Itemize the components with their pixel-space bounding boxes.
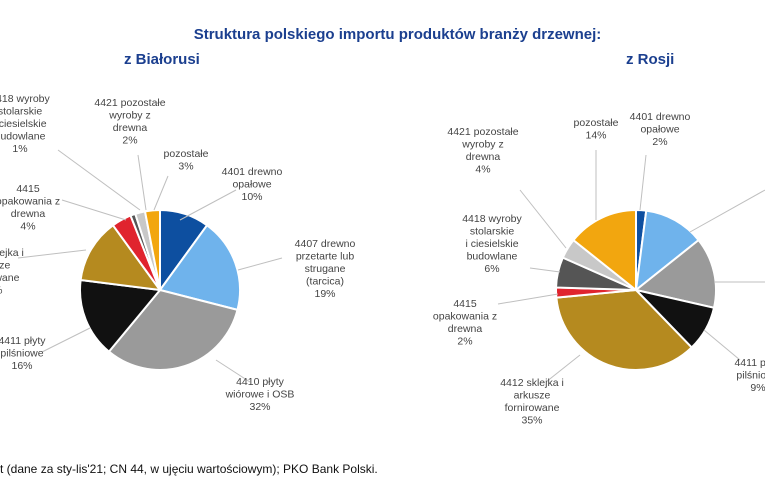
pie-belarus-label-2: 4410 płyty wiórowe i OSB 32%	[225, 376, 295, 413]
pie-belarus-label-7: 4421 pozostałe wyroby z drewna 2%	[94, 97, 165, 147]
pie-title-russia: z Rosji	[626, 51, 675, 68]
pie-belarus-leader-7	[137, 154, 147, 211]
pie-belarus-leader-3	[41, 327, 91, 353]
pie-russia-slice-2	[633, 238, 717, 309]
pie-russia-label-8: pozostałe 14%	[574, 117, 619, 142]
pie-belarus-slice-2	[107, 288, 239, 371]
pie-russia-label-0: 4401 drewno opałowe 2%	[630, 111, 691, 148]
pie-russia-slice-1	[634, 209, 700, 293]
source-note: t (dane za sty-lis'21; CN 44, w ujęciu w…	[0, 462, 378, 476]
pie-belarus-leader-5	[61, 199, 127, 221]
pie-belarus-label-4: 4412 sklejka iarkuszefornirowane13%	[0, 247, 24, 297]
pie-russia-leader-5	[497, 293, 559, 305]
pie-belarus-slice-8	[143, 208, 161, 291]
pie-belarus-leader-6	[57, 149, 141, 211]
pie-russia-leader-0	[639, 154, 647, 211]
chart-main-title: Struktura polskiego importu produktów br…	[193, 26, 602, 43]
pie-belarus-leader-0	[179, 189, 237, 221]
pie-russia-leader-3	[703, 329, 741, 361]
pie-belarus-leader-8	[153, 175, 169, 211]
pie-russia-label-7: 4421 pozostałe wyroby z drewna 4%	[447, 126, 518, 176]
pie-russia-leader-1	[689, 189, 765, 233]
pie-belarus-label-1: 4407 drewno przetarte lub strugane (tarcica…	[295, 238, 356, 300]
pie-title-belarus: z Białorusi	[124, 51, 200, 68]
pie-belarus-label-3: 4411 płyty pilśniowe 16%	[0, 335, 46, 372]
pie-belarus-label-8: pozostałe 3%	[164, 148, 209, 173]
pie-russia-label-4: 4412 sklejka i arkusze fornirowane 35%	[500, 377, 564, 427]
pie-russia-label-3: 4411 płytypilśniowe9%	[734, 357, 765, 394]
pie-belarus-leader-1	[237, 257, 283, 271]
pie-belarus-slice-3	[79, 278, 162, 354]
pie-russia-leader-7	[519, 189, 567, 249]
pie-russia-leader-4	[545, 354, 581, 383]
pie-russia-slice-8	[572, 208, 637, 293]
pie-russia-label-5: 4415 opakowania z drewna 2%	[433, 298, 497, 348]
pie-russia-slice-4	[555, 288, 694, 371]
pie-belarus-slice-4	[79, 223, 163, 292]
pie-belarus-leader-2	[215, 359, 251, 383]
pie-belarus-label-5: 4415 opakowania z drewna 4%	[0, 183, 60, 233]
pie-belarus-label-0: 4401 drewno opałowe 10%	[222, 166, 283, 203]
pie-belarus-slice-1	[158, 223, 241, 312]
pie-russia-label-6: 4418 wyroby stolarskie i ciesielskie budowl…	[462, 213, 522, 275]
pie-russia-leader-6	[529, 267, 561, 273]
pie-belarus-leader-4	[17, 249, 87, 259]
